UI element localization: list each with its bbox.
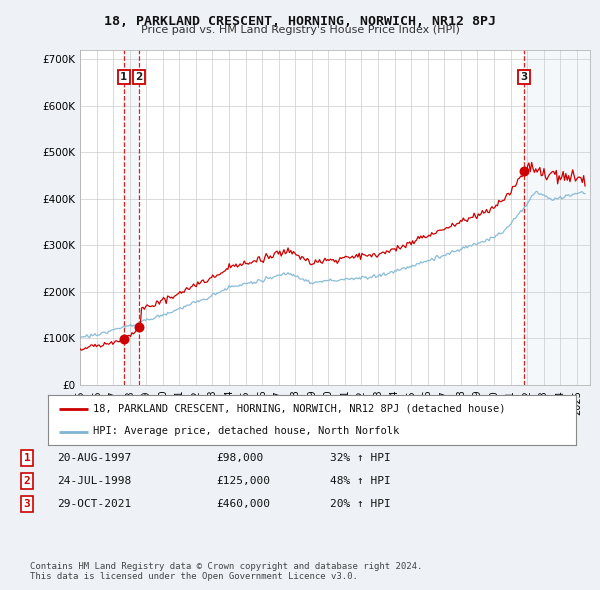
Text: 20-AUG-1997: 20-AUG-1997 (57, 453, 131, 463)
Text: 29-OCT-2021: 29-OCT-2021 (57, 499, 131, 509)
Text: This data is licensed under the Open Government Licence v3.0.: This data is licensed under the Open Gov… (30, 572, 358, 581)
Text: 32% ↑ HPI: 32% ↑ HPI (330, 453, 391, 463)
Text: 1: 1 (23, 453, 31, 463)
Text: 18, PARKLAND CRESCENT, HORNING, NORWICH, NR12 8PJ (detached house): 18, PARKLAND CRESCENT, HORNING, NORWICH,… (93, 404, 505, 414)
Text: 2: 2 (23, 476, 31, 486)
Text: £460,000: £460,000 (216, 499, 270, 509)
Text: 3: 3 (23, 499, 31, 509)
Bar (523, 50, 590, 385)
Text: 3: 3 (521, 72, 528, 82)
Point (119, 335, 128, 344)
Text: HPI: Average price, detached house, North Norfolk: HPI: Average price, detached house, Nort… (93, 427, 399, 437)
Text: 1: 1 (120, 72, 127, 82)
Bar (123, 50, 140, 385)
Text: Contains HM Land Registry data © Crown copyright and database right 2024.: Contains HM Land Registry data © Crown c… (30, 562, 422, 571)
Text: 20% ↑ HPI: 20% ↑ HPI (330, 499, 391, 509)
Point (134, 322, 144, 332)
Text: £125,000: £125,000 (216, 476, 270, 486)
Text: 48% ↑ HPI: 48% ↑ HPI (330, 476, 391, 486)
Text: 24-JUL-1998: 24-JUL-1998 (57, 476, 131, 486)
Point (520, 166, 529, 176)
Text: 18, PARKLAND CRESCENT, HORNING, NORWICH, NR12 8PJ: 18, PARKLAND CRESCENT, HORNING, NORWICH,… (104, 15, 496, 28)
Text: 2: 2 (136, 72, 143, 82)
Text: £98,000: £98,000 (216, 453, 263, 463)
Text: Price paid vs. HM Land Registry's House Price Index (HPI): Price paid vs. HM Land Registry's House … (140, 25, 460, 35)
